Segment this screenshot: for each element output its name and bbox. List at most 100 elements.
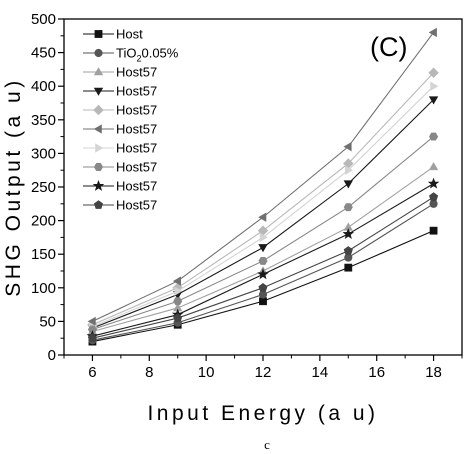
legend-label: Host (116, 27, 143, 42)
data-point (87, 333, 97, 343)
legend-label: Host57 (116, 160, 157, 175)
legend-marker (93, 87, 104, 96)
x-tick-label: 6 (88, 364, 96, 381)
y-tick-label: 150 (31, 246, 56, 263)
data-point (258, 212, 267, 222)
data-point (429, 226, 438, 235)
legend-entry: Host57 (83, 179, 157, 194)
legend-entry: Host57 (83, 198, 157, 213)
data-point (87, 316, 96, 327)
legend-label-main: Host57 (116, 65, 157, 80)
legend-label-main: Host57 (116, 122, 157, 137)
data-point (343, 142, 352, 152)
legend-marker (93, 200, 104, 209)
y-tick-label: 0 (48, 347, 56, 364)
y-tick-label: 300 (31, 145, 56, 162)
data-point (342, 227, 355, 239)
data-point (429, 192, 439, 201)
data-point (258, 244, 268, 253)
legend-label: Host57 (116, 84, 157, 99)
legend-entry: Host57 (83, 160, 157, 175)
data-point (172, 276, 182, 286)
y-tick-label: 250 (31, 179, 56, 196)
legend-label-main: Host57 (116, 198, 157, 213)
legend-label-main: Host (116, 27, 143, 42)
data-point (259, 297, 267, 306)
data-point (259, 232, 268, 243)
legend-marker (93, 104, 104, 116)
legend-entry: Host57 (83, 122, 157, 137)
x-tick-label: 18 (425, 364, 442, 381)
data-point (344, 263, 353, 272)
legend-entry: Host (83, 27, 143, 42)
x-tick-label: 12 (255, 364, 272, 381)
legend-label-main: Host57 (116, 103, 157, 118)
x-tick-label: 14 (312, 364, 329, 381)
y-tick-label: 350 (31, 112, 56, 129)
legend-label: TiO20.05% (116, 46, 179, 64)
figure-caption: c (264, 437, 270, 452)
data-point (428, 27, 437, 38)
legend-marker (93, 124, 102, 134)
legend-label: Host57 (116, 65, 157, 80)
y-tick-label: 400 (31, 78, 56, 95)
legend-marker (95, 143, 104, 153)
legend-marker (93, 67, 104, 76)
y-axis-title: SHG Output (a u) (2, 77, 25, 296)
y-tick-label: 500 (31, 11, 56, 28)
data-point (343, 203, 353, 212)
series-10 (87, 192, 439, 343)
y-tick-label: 100 (31, 280, 56, 297)
data-point (428, 162, 439, 171)
data-point (258, 256, 268, 265)
data-point (87, 325, 97, 334)
legend-label-main: TiO (116, 46, 136, 61)
axis-ticks: 6 8 10 12 14 16 18 0 50 100 150 200 250 300 350 400 450 5… (31, 11, 463, 381)
data-point (428, 96, 439, 105)
legend-label-sub: 2 (136, 54, 141, 64)
x-tick-label: 10 (198, 364, 215, 381)
data-point (344, 253, 353, 262)
legend-label: Host57 (116, 122, 157, 137)
legend-marker (94, 48, 103, 58)
legend-label-main: Host57 (116, 141, 157, 156)
data-point (428, 67, 439, 78)
legend-entry: Host57 (83, 84, 157, 99)
x-tick-label: 16 (368, 364, 385, 381)
series-8 (87, 132, 439, 334)
legend-label-main: Host57 (116, 179, 157, 194)
data-point (257, 268, 269, 280)
data-point (174, 286, 183, 296)
panel-label: (C) (370, 32, 407, 62)
data-point (258, 283, 268, 292)
legend-entry: Host57 (83, 65, 157, 80)
legend-marker (92, 179, 105, 191)
legend-marker (94, 30, 103, 38)
legend-label: Host57 (116, 103, 157, 118)
legend-label: Host57 (116, 179, 157, 194)
data-point (343, 158, 354, 169)
data-point (257, 225, 269, 236)
data-point (427, 177, 440, 189)
legend-label-main: Host57 (116, 84, 157, 99)
legend-entry: Host57 (83, 141, 157, 156)
legend-label: Host57 (116, 141, 157, 156)
legend: HostTiO20.05%Host57Host57Host57Host57Hos… (83, 27, 179, 213)
x-axis-title: Input Energy (a u) (147, 402, 378, 425)
series-layer (86, 27, 440, 346)
legend-label-tail: 0.05% (141, 46, 178, 61)
y-tick-label: 200 (31, 213, 56, 230)
data-point (430, 81, 439, 91)
series-6 (87, 27, 437, 327)
legend-label-main: Host57 (116, 160, 157, 175)
data-point (429, 132, 439, 141)
y-tick-label: 450 (31, 45, 56, 62)
data-point (343, 180, 353, 189)
legend-entry: Host57 (83, 103, 157, 118)
data-point (258, 290, 268, 299)
data-point (344, 165, 354, 175)
legend-label: Host57 (116, 198, 157, 213)
x-tick-label: 8 (145, 364, 153, 381)
legend-entry: TiO20.05% (83, 46, 179, 64)
